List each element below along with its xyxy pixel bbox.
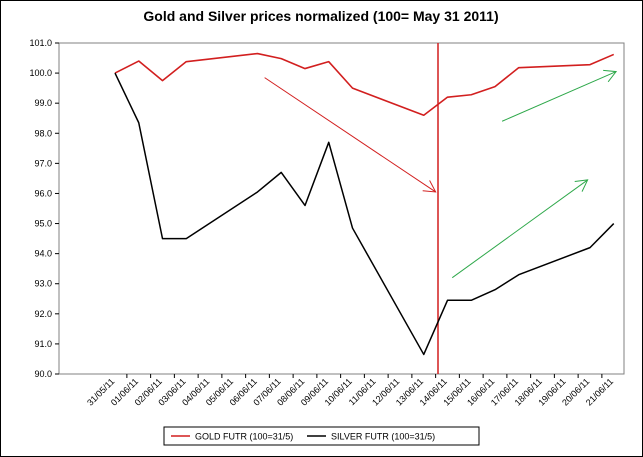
y-tick-label: 96.0: [34, 188, 52, 198]
trend-arrow-head: [603, 69, 618, 83]
y-tick-label: 91.0: [34, 339, 52, 349]
trend-arrow-line: [501, 71, 617, 122]
series-layer: [114, 52, 615, 356]
y-tick-label: 98.0: [34, 128, 52, 138]
trend-arrow-line: [264, 77, 436, 193]
trend-arrow-head: [574, 179, 589, 192]
chart-title: Gold and Silver prices normalized (100= …: [143, 8, 498, 24]
y-tick-label: 90.0: [34, 369, 52, 379]
legend: GOLD FUTR (100=31/5) SILVER FUTR (100=31/…: [163, 426, 480, 446]
trend-arrow-line: [451, 179, 588, 279]
legend-label: GOLD FUTR (100=31/5): [195, 432, 293, 442]
y-tick-label: 99.0: [34, 98, 52, 108]
annotations: [264, 43, 618, 374]
plot-area: [58, 42, 625, 375]
trend-arrow-head: [422, 180, 437, 193]
silver-series-line: [114, 72, 615, 356]
x-axis: 31/05/1101/06/1102/06/1103/06/1104/06/11…: [85, 374, 615, 408]
gold-series-line: [114, 52, 615, 117]
legend-label: SILVER FUTR (100=31/5): [331, 432, 435, 442]
y-tick-label: 100.0: [29, 68, 52, 78]
y-tick-label: 93.0: [34, 279, 52, 289]
y-tick-label: 95.0: [34, 219, 52, 229]
y-tick-label: 94.0: [34, 249, 52, 259]
y-tick-label: 97.0: [34, 158, 52, 168]
y-tick-label: 101.0: [29, 38, 52, 48]
y-tick-label: 92.0: [34, 309, 52, 319]
y-axis: 90.0 91.0 92.0 93.0 94.0 95.0 96.0 97.0 98.0 99.0…: [29, 38, 59, 379]
